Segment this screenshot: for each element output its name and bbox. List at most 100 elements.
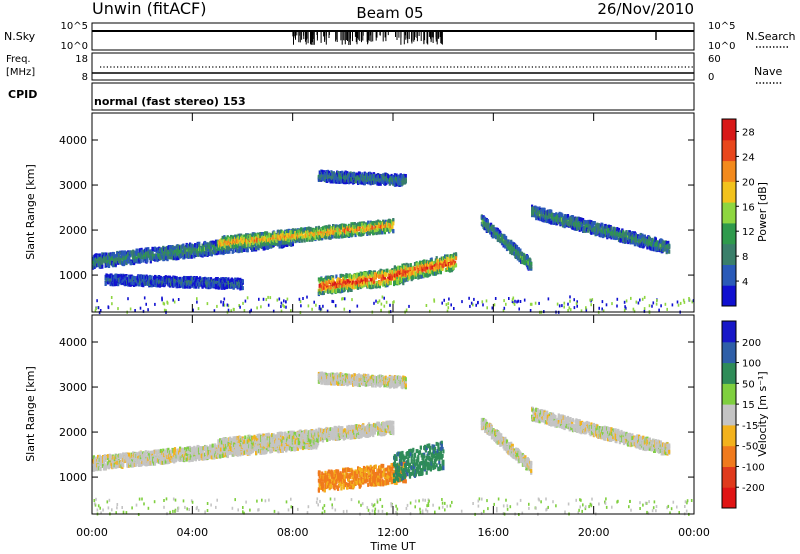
echo-cell (283, 236, 286, 241)
ground-scatter-point (538, 301, 540, 305)
echo-cell (208, 244, 211, 249)
echo-cell (413, 262, 417, 266)
echo-cell (128, 256, 131, 261)
echo-cell (134, 254, 137, 259)
ground-scatter-point (280, 301, 283, 305)
ground-scatter-point (143, 296, 146, 300)
echo-cell (127, 251, 130, 256)
ground-scatter-point (306, 295, 308, 299)
echo-cell (100, 256, 103, 261)
echo-cell (408, 267, 412, 272)
echo-cell (123, 252, 126, 257)
echo-cell (342, 279, 345, 284)
echo-cell (393, 280, 396, 285)
echo-cell (113, 282, 116, 287)
ground-scatter-point (380, 308, 382, 312)
echo-cell (327, 275, 330, 280)
echo-cell (114, 273, 117, 278)
ground-scatter-point (227, 308, 230, 312)
echo-cell (187, 248, 190, 252)
ground-scatter-point (267, 295, 269, 299)
echo-cell (278, 244, 281, 249)
echo-cell (548, 215, 551, 220)
echo-cell (386, 227, 389, 232)
echo-cell (331, 234, 334, 239)
ground-scatter-point (491, 306, 494, 310)
echo-cell (566, 214, 570, 218)
echo-cell (425, 259, 428, 264)
echo-cell (214, 246, 217, 251)
echo-cell (371, 278, 374, 283)
ground-scatter-point (96, 299, 98, 303)
echo-cell (230, 244, 233, 249)
echo-cell (358, 280, 361, 285)
echo-cell (356, 280, 359, 285)
echo-cell (128, 278, 131, 283)
ground-scatter-point (643, 309, 646, 313)
ground-scatter-point (226, 303, 229, 307)
echo-cell (157, 252, 160, 257)
ground-scatter-point (514, 299, 516, 303)
ground-scatter-point (453, 307, 455, 310)
ground-scatter-point (260, 305, 262, 309)
echo-cell (428, 260, 431, 265)
ground-scatter-point (267, 303, 270, 307)
echo-cell (619, 238, 622, 243)
echo-cell (197, 249, 200, 254)
echo-cell (454, 256, 458, 261)
ground-scatter-point (529, 309, 532, 312)
nsky-strip-frame (91, 22, 695, 51)
ground-scatter-point (110, 296, 113, 299)
ground-scatter-point (493, 303, 496, 307)
echo-cell (152, 247, 155, 252)
ground-scatter-point (343, 297, 346, 301)
echo-cell (168, 251, 171, 255)
echo-cell (101, 264, 104, 269)
ground-scatter-point (625, 299, 628, 303)
echo-cell (235, 245, 238, 250)
echo-cell (219, 250, 223, 255)
echo-cell (307, 226, 310, 231)
echo-cell (149, 259, 152, 264)
echo-cell (377, 219, 380, 224)
echo-cell (578, 225, 581, 230)
echo-cell (338, 277, 341, 282)
echo-cell (537, 216, 540, 221)
echo-cell (180, 247, 183, 252)
ground-scatter-point (556, 302, 559, 306)
echo-cell (452, 265, 455, 270)
echo-cell (296, 235, 299, 240)
echo-cell (150, 275, 153, 280)
echo-cell (413, 266, 417, 271)
ground-scatter-point (688, 297, 690, 300)
echo-cell (117, 252, 121, 257)
ground-scatter-point (513, 302, 516, 306)
echo-cell (290, 235, 293, 240)
ground-scatter-point (567, 302, 569, 306)
echo-cell (582, 218, 585, 222)
echo-cell (334, 281, 337, 286)
echo-cell (295, 231, 298, 236)
echo-cell (403, 278, 407, 283)
ground-scatter-point (223, 303, 226, 307)
echo-cell (326, 289, 330, 294)
ground-scatter-point (405, 308, 408, 312)
echo-cell (535, 216, 538, 221)
echo-cell (594, 227, 597, 232)
echo-cell (353, 222, 356, 226)
nsky-label: N.Sky (4, 30, 36, 43)
echo-cell (278, 236, 281, 241)
echo-cell (349, 226, 352, 231)
echo-cell (134, 282, 137, 286)
echo-cell (312, 236, 315, 241)
ground-scatter-point (322, 304, 324, 308)
ground-scatter-point (569, 299, 571, 303)
ground-scatter-point (530, 302, 533, 306)
ground-scatter-point (262, 297, 265, 301)
ground-scatter-point (468, 296, 470, 300)
ground-scatter-point (643, 295, 646, 299)
ground-scatter-point (94, 309, 97, 313)
echo-cell (607, 224, 611, 229)
ground-scatter-point (98, 311, 101, 315)
echo-cell (206, 245, 209, 250)
